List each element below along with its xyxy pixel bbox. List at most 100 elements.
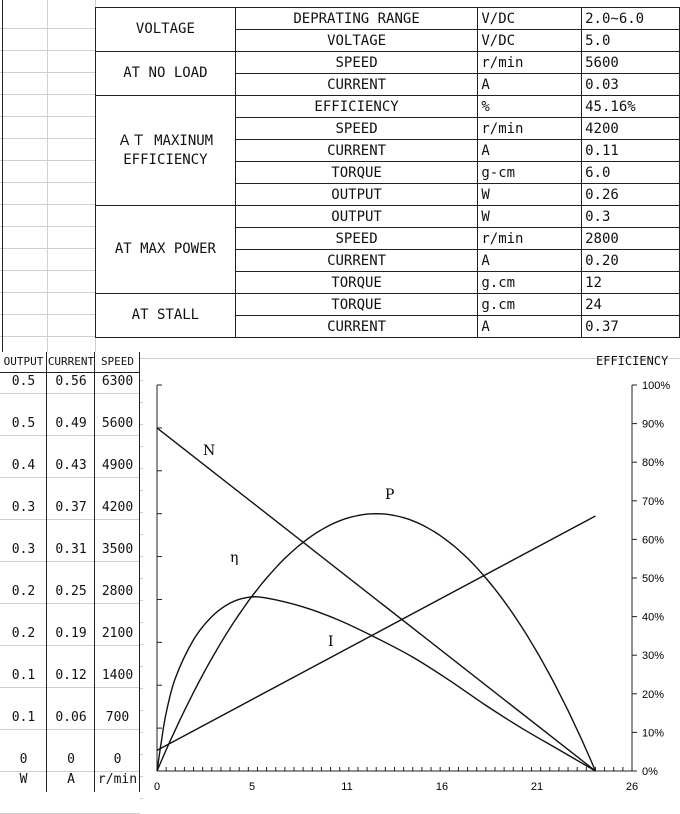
current-value: 0.43 <box>55 458 87 473</box>
spec-row: AT MAX POWER OUTPUT W 0.3 <box>95 205 680 294</box>
speed-value: 0 <box>113 752 122 767</box>
efficiency-axis-title: EFFICIENCY <box>596 354 669 368</box>
series-label: N <box>203 443 215 459</box>
spec-unit: A <box>477 315 583 338</box>
output-value: 0.3 <box>11 500 36 515</box>
spec-row: CURRENT A 0.03 <box>96 73 680 96</box>
right-tick-label: 70% <box>642 496 664 508</box>
series-i-line <box>156 515 596 751</box>
current-unit: A <box>67 772 75 787</box>
right-tick-label: 20% <box>642 689 664 701</box>
spec-param: VOLTAGE <box>234 29 479 52</box>
header-current: CURRENT <box>47 352 95 373</box>
speed-value: 700 <box>105 710 130 725</box>
row-line <box>0 729 140 730</box>
right-tick-label: 10% <box>642 727 664 739</box>
current-value: 0.56 <box>55 374 87 389</box>
speed-value: 2100 <box>101 626 134 641</box>
header-speed: SPEED <box>95 352 140 373</box>
header-output: OUTPUT <box>0 352 47 373</box>
spec-row: VOLTAGE V/DC 5.0 <box>96 29 680 52</box>
spec-param: CURRENT <box>234 249 479 272</box>
output-value: 0.5 <box>11 374 36 389</box>
spec-group-label: VOLTAGE <box>95 7 236 52</box>
column-output <box>0 352 47 792</box>
spec-unit: g-cm <box>477 161 583 184</box>
spec-param: TORQUE <box>234 271 479 294</box>
series-n-line <box>156 427 596 772</box>
spec-row: CURRENT A 0.20 <box>96 249 680 272</box>
series-efficiency-line <box>156 596 596 772</box>
right-tick-label: 30% <box>642 650 664 662</box>
series-label: P <box>385 487 394 503</box>
spec-param: CURRENT <box>234 315 479 338</box>
series-label: η <box>230 550 238 566</box>
spec-value: 5600 <box>581 51 680 74</box>
spec-value: 0.03 <box>581 73 680 96</box>
x-tick-label: 11 <box>341 781 352 793</box>
right-tick-label: 50% <box>642 573 664 585</box>
row-line <box>0 603 140 604</box>
current-value: 0.31 <box>55 542 87 557</box>
row-line <box>0 645 140 646</box>
x-tick-label: 0 <box>154 781 160 793</box>
spec-value: 0.11 <box>581 139 680 162</box>
output-value: 0.5 <box>11 416 36 431</box>
row-line <box>0 561 140 562</box>
output-value: 0.2 <box>11 626 36 641</box>
right-tick-label: 80% <box>642 457 664 469</box>
speed-value: 2800 <box>101 584 134 599</box>
spec-unit: r/min <box>477 51 583 74</box>
current-value: 0.37 <box>55 500 87 515</box>
current-value: 0.49 <box>55 416 87 431</box>
right-tick-label: 60% <box>642 534 664 546</box>
column-speed <box>95 352 140 792</box>
row-line <box>0 393 140 394</box>
column-current <box>47 352 95 792</box>
output-value: 0.4 <box>11 458 36 473</box>
spec-row: TORQUE g-cm 6.0 <box>96 161 680 184</box>
current-value: 0.25 <box>55 584 87 599</box>
current-value: 0.19 <box>55 626 87 641</box>
speed-unit: r/min <box>97 772 138 787</box>
spec-value: 45.16% <box>581 95 680 118</box>
output-value: 0.1 <box>11 668 36 683</box>
spec-value: 0.20 <box>581 249 680 272</box>
speed-value: 6300 <box>101 374 134 389</box>
spec-group-label: AT STALL <box>95 293 236 338</box>
x-tick-label: 5 <box>249 781 255 793</box>
spec-param: OUTPUT <box>234 183 479 206</box>
speed-value: 5600 <box>101 416 134 431</box>
spec-row: AT NO LOAD SPEED r/min 5600 <box>95 51 680 96</box>
output-unit: W <box>19 772 28 787</box>
right-tick-label: 40% <box>642 612 664 624</box>
x-tick-label: 26 <box>626 781 638 793</box>
spec-value: 0.37 <box>581 315 680 338</box>
row-line <box>0 477 140 478</box>
series-label: I <box>328 634 334 650</box>
x-tick-label: 21 <box>531 781 543 793</box>
spec-group-label: AT NO LOAD <box>95 51 236 96</box>
speed-value: 4200 <box>101 500 134 515</box>
right-tick-label: 100% <box>642 380 670 392</box>
spec-value: 24 <box>581 293 680 316</box>
spec-unit: r/min <box>477 227 583 250</box>
spec-row: TORQUE g.cm 12 <box>96 271 680 294</box>
current-value: 0.06 <box>55 710 87 725</box>
row-line <box>0 687 140 688</box>
row-line <box>0 519 140 520</box>
spec-row: SPEED r/min 2800 <box>96 227 680 250</box>
speed-value: 4900 <box>101 458 134 473</box>
spec-group-label: AT MAX POWER <box>95 205 236 294</box>
output-value: 0.2 <box>11 584 36 599</box>
speed-value: 1400 <box>101 668 134 683</box>
right-tick-label: 0% <box>642 766 658 778</box>
spec-row: CURRENT A 0.37 <box>96 315 680 338</box>
spec-table: VOLTAGE DEPRATING RANGE V/DC 2.0~6.0 VOLTAGE… <box>95 7 680 338</box>
spec-value: 12 <box>581 271 680 294</box>
x-tick-label: 16 <box>436 781 448 793</box>
right-tick-label: 90% <box>642 419 664 431</box>
row-line <box>0 435 140 436</box>
output-value: 0.3 <box>11 542 36 557</box>
